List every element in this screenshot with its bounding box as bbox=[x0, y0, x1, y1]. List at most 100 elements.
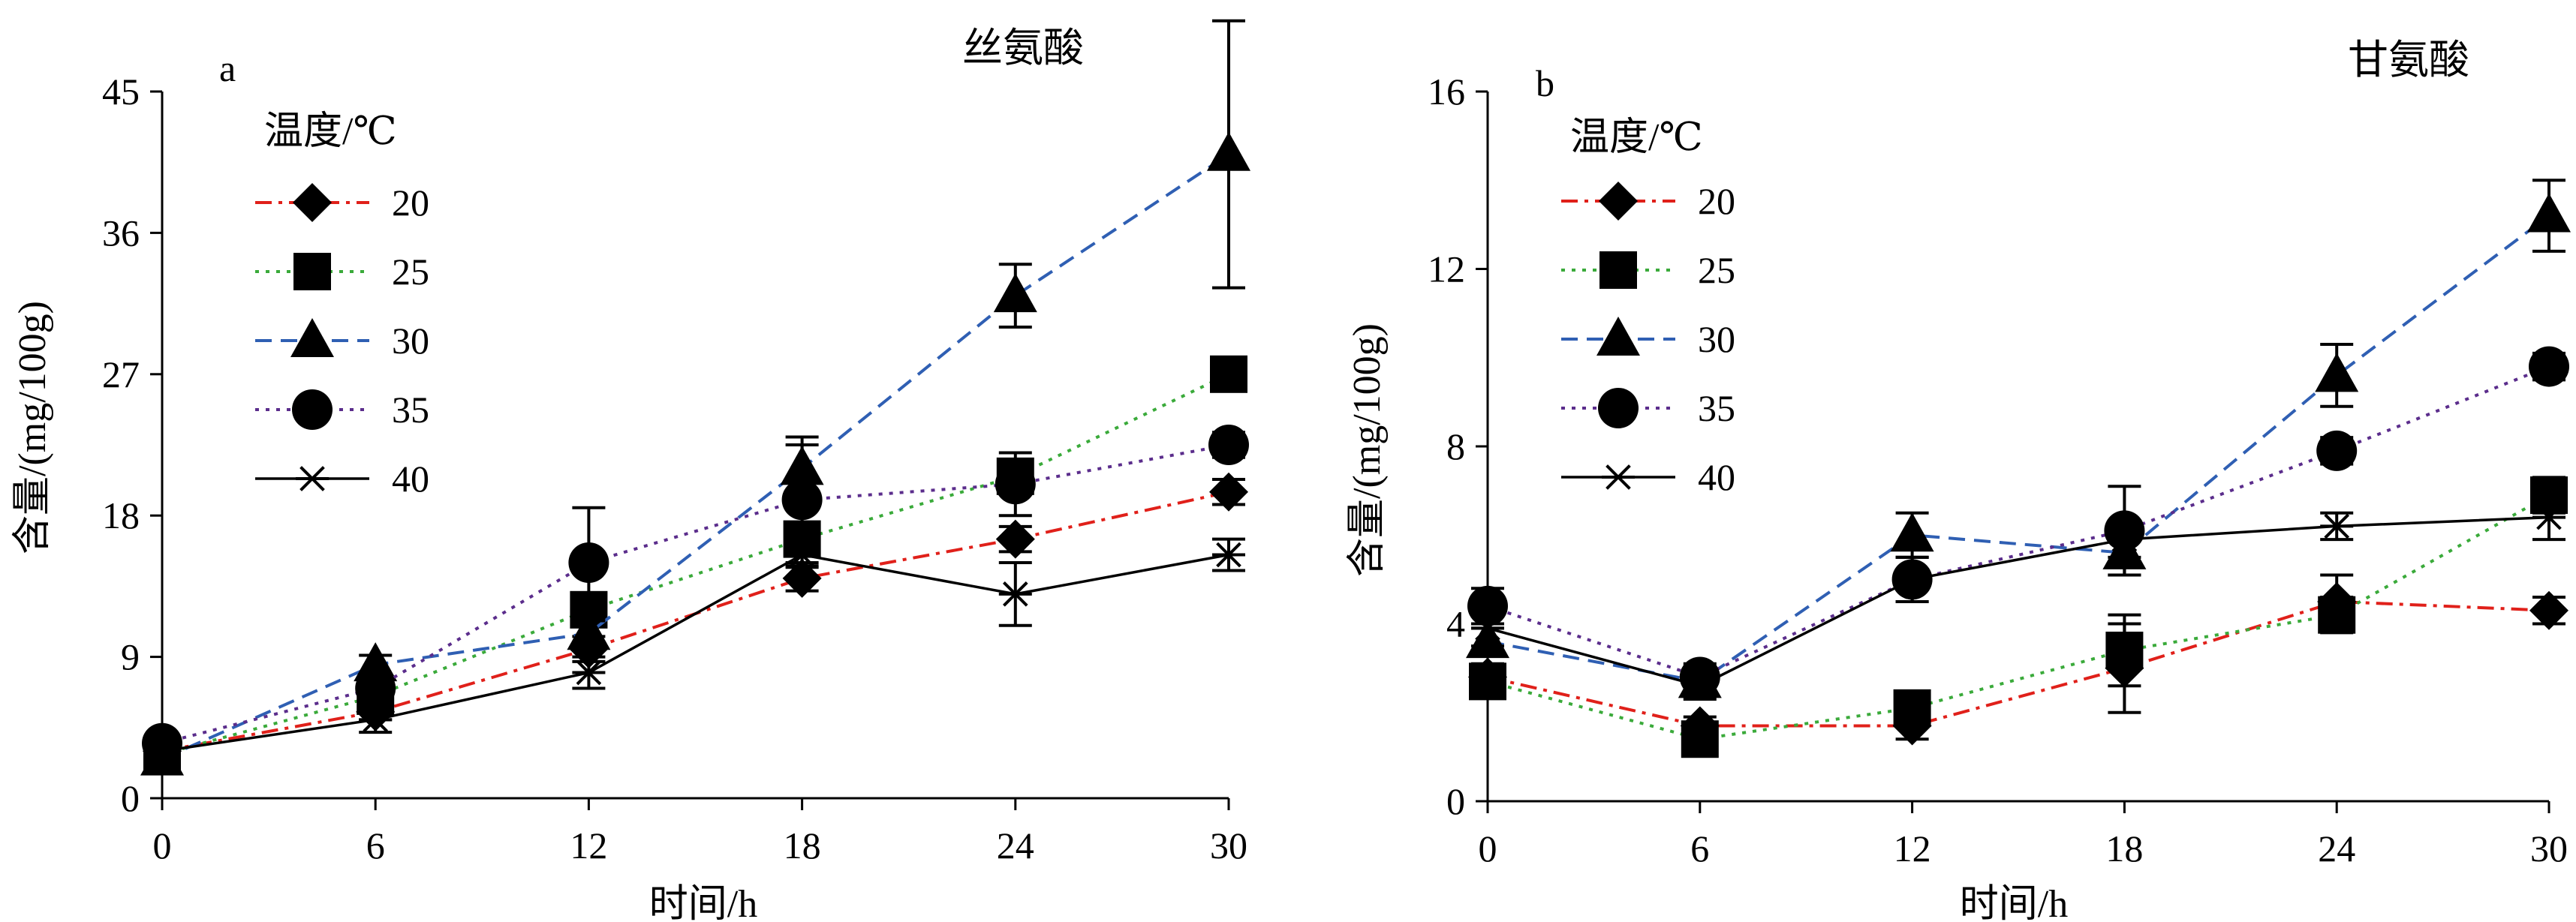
panel-a-series-35-point bbox=[995, 464, 1036, 505]
panel-a-x-tick-label: 18 bbox=[784, 824, 821, 866]
panel-a-y-tick-label: 0 bbox=[121, 777, 140, 819]
panel-a-letter: a bbox=[219, 47, 236, 89]
panel-a-legend-marker bbox=[296, 466, 329, 491]
panel-b-legend: 温度/℃ 20 25 30 35 40 bbox=[1561, 116, 1735, 498]
panel-a-y-axis-label: 含量/(mg/100g) bbox=[11, 301, 54, 554]
panel-b-series-40-point bbox=[2320, 513, 2354, 539]
panel-a-series-40-point bbox=[359, 707, 393, 733]
panel-a-series-20-point bbox=[1209, 472, 1248, 512]
panel-a-series-40-point bbox=[998, 581, 1032, 607]
panel-b-x-tick-label: 0 bbox=[1479, 827, 1497, 869]
panel-a-y-tick-label: 36 bbox=[102, 212, 140, 254]
panel-b-series-25-point bbox=[1893, 689, 1931, 727]
panel-a-legend-entry-20: 20 bbox=[255, 182, 429, 224]
panel-b-series-35-point bbox=[2529, 346, 2569, 387]
panel-a-legend-marker bbox=[293, 253, 331, 290]
panel-b-legend-entry-20: 20 bbox=[1561, 180, 1735, 222]
panel-a-series-30-point bbox=[567, 611, 611, 650]
panel-b-legend-marker bbox=[1599, 251, 1637, 289]
panel-b-series-30-point bbox=[1890, 512, 1934, 552]
panel-a-legend-entry-30: 30 bbox=[255, 318, 429, 362]
panel-b-x-axis-label: 时间/h bbox=[1960, 883, 2068, 922]
panel-b-x-tick-label: 12 bbox=[1894, 827, 1931, 869]
panel-b-ticks: 0 6 12 18 24 30 0 4 8 12 16 bbox=[1428, 71, 2568, 869]
panel-b-series-35-point bbox=[2316, 430, 2358, 471]
panel-b-legend-marker bbox=[1598, 388, 1639, 428]
panel-a-legend: 温度/℃ 20 25 30 35 40 bbox=[255, 110, 429, 500]
panel-a-y-tick-label: 45 bbox=[102, 71, 140, 113]
panel-b-x-tick-label: 6 bbox=[1690, 827, 1709, 869]
panel-b-y-tick-label: 12 bbox=[1428, 248, 1465, 290]
panel-a-series-30-point bbox=[1207, 131, 1250, 171]
panel-a-series-35-point bbox=[1208, 425, 1249, 465]
panel-b-legend-marker bbox=[1596, 317, 1640, 356]
panel-a-y-tick-label: 27 bbox=[102, 353, 140, 395]
panel-b-legend-marker bbox=[1599, 182, 1638, 221]
panel-a-series-35-line bbox=[161, 443, 1229, 745]
panel-b-legend-entry-35: 35 bbox=[1561, 387, 1735, 429]
panel-a-x-axis-label: 时间/h bbox=[649, 883, 757, 922]
panel-b-series-25-point bbox=[2318, 596, 2356, 634]
panel-a-series-40 bbox=[146, 537, 1245, 764]
panel-a-series-30-line bbox=[161, 153, 1230, 761]
panel-a-x-tick-label: 6 bbox=[366, 824, 385, 866]
panel-a-legend-marker bbox=[292, 389, 333, 430]
panel-b-letter: b bbox=[1536, 62, 1554, 104]
panel-b-series-40-point bbox=[1683, 673, 1717, 699]
panel-a-series-40-point bbox=[785, 542, 819, 568]
panel-a-legend-entry-25: 25 bbox=[255, 251, 429, 293]
panel-a-legend-label: 35 bbox=[392, 389, 429, 431]
panel-a-ticks: 0 6 12 18 24 30 0 9 18 27 36 45 bbox=[102, 71, 1247, 866]
panel-b-series-20-point bbox=[2529, 590, 2568, 630]
panel-b-series-40-point bbox=[2108, 527, 2141, 552]
panel-a-legend-marker bbox=[290, 318, 334, 357]
panel-b-legend-label: 30 bbox=[1698, 318, 1735, 360]
panel-a-series-35-point bbox=[568, 542, 609, 583]
panel-a-x-tick-label: 12 bbox=[570, 824, 607, 866]
panel-a-series-20 bbox=[143, 472, 1248, 771]
panel-b-legend-entry-30: 30 bbox=[1561, 317, 1735, 360]
panel-b-glycine: 0 6 12 18 24 30 0 4 8 12 16 b 甘氨酸 时间/h 含量/(mg/100g… bbox=[1346, 38, 2571, 922]
panel-a-series-25-point bbox=[1210, 355, 1247, 393]
panel-a-legend-label: 40 bbox=[392, 458, 429, 500]
panel-a-series-40-point bbox=[572, 659, 606, 686]
panel-a-legend-marker bbox=[293, 183, 332, 222]
panel-b-series-40-line bbox=[1487, 515, 2550, 688]
panel-b-y-tick-label: 0 bbox=[1446, 780, 1465, 822]
panel-b-x-tick-label: 24 bbox=[2318, 827, 2355, 869]
panel-a-series-20-point bbox=[995, 519, 1035, 559]
panel-a-x-tick-label: 0 bbox=[153, 824, 172, 866]
panel-b-legend-label: 40 bbox=[1698, 456, 1735, 498]
panel-b-axes bbox=[1486, 92, 2549, 803]
panel-b-legend-entry-25: 25 bbox=[1561, 249, 1735, 291]
panel-a-legend-entry-40: 40 bbox=[255, 458, 429, 500]
panel-a-series-25-line bbox=[161, 372, 1229, 756]
panel-b-x-tick-label: 18 bbox=[2105, 827, 2143, 869]
panel-a-legend-label: 25 bbox=[392, 251, 429, 293]
panel-a-series-40-point bbox=[1212, 542, 1245, 568]
panel-a-legend-label: 30 bbox=[392, 320, 429, 362]
panel-a-series-35-point bbox=[355, 668, 396, 709]
panel-a-y-tick-label: 18 bbox=[102, 494, 140, 536]
panel-a-series-40-line bbox=[161, 553, 1229, 752]
panel-a-x-tick-label: 30 bbox=[1210, 824, 1247, 866]
panel-b-y-tick-label: 4 bbox=[1446, 603, 1465, 645]
panel-a-title: 丝氨酸 bbox=[962, 26, 1084, 71]
panel-b-series-40-point bbox=[1895, 566, 1929, 593]
panel-b-legend-label: 20 bbox=[1698, 180, 1735, 222]
panel-b-series-25-point bbox=[2105, 631, 2144, 669]
panel-b-series-30-point bbox=[2315, 353, 2359, 392]
panel-b-series-40 bbox=[1471, 494, 2565, 701]
panel-b-y-tick-label: 8 bbox=[1446, 425, 1465, 467]
panel-b-series-25-point bbox=[1681, 720, 1719, 758]
panel-b-legend-label: 25 bbox=[1698, 249, 1735, 291]
panel-b-series-35-line bbox=[1487, 365, 2550, 679]
panel-b-legend-marker bbox=[1602, 464, 1635, 490]
panel-a-series-30-point bbox=[993, 273, 1037, 313]
panel-b-x-tick-label: 30 bbox=[2530, 827, 2568, 869]
panel-b-y-axis-label: 含量/(mg/100g) bbox=[1346, 323, 1389, 577]
panel-a-series-35-point bbox=[781, 479, 823, 521]
panel-b-legend-title: 温度/℃ bbox=[1570, 116, 1703, 159]
panel-b-series-20-line bbox=[1487, 599, 2550, 728]
